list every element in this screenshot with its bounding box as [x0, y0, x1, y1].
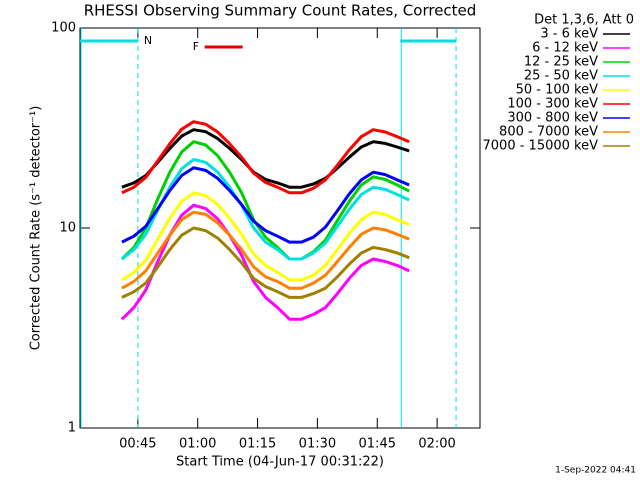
series-line: [121, 120, 410, 195]
y-tick-label: 1: [68, 421, 76, 436]
legend-label: 7000 - 15000 keV: [483, 139, 599, 154]
legend-label: 12 - 25 keV: [524, 55, 598, 70]
legend-title: Det 1,3,6, Att 0: [534, 13, 634, 28]
y-axis-label: Corrected Count Rate (s⁻¹ detector⁻¹): [29, 106, 44, 351]
series-line: [121, 210, 410, 290]
x-tick-label: 01:00: [179, 437, 216, 452]
series-line: [121, 128, 410, 189]
footer: 1-Sep-2022 04:41: [555, 466, 636, 476]
chart-title: RHESSI Observing Summary Count Rates, Co…: [84, 2, 477, 20]
legend-label: 3 - 6 keV: [540, 27, 598, 42]
y-tick-label: 10: [59, 221, 76, 236]
x-tick-label: 02:00: [418, 437, 455, 452]
y-tick-label: 100: [51, 21, 76, 36]
flare-label: F: [193, 40, 199, 53]
x-tick-label: 00:45: [119, 437, 156, 452]
series-line: [120, 203, 410, 321]
x-tick-label: 01:45: [359, 437, 396, 452]
legend-label: 100 - 300 keV: [507, 97, 598, 112]
series-line: [121, 191, 410, 282]
legend-label: 6 - 12 keV: [532, 41, 598, 56]
series-line: [120, 158, 410, 261]
series-line: [121, 226, 410, 299]
legend-label: 300 - 800 keV: [507, 111, 598, 126]
legend-label: 25 - 50 keV: [524, 69, 598, 84]
x-tick-label: 01:15: [239, 437, 276, 452]
series-line: [121, 166, 410, 244]
series-line: [120, 140, 410, 261]
x-axis-label: Start Time (04-Jun-17 00:31:22): [176, 455, 384, 470]
plot-frame: [79, 27, 481, 429]
legend-label: 50 - 100 keV: [516, 83, 599, 98]
legend-label: 800 - 7000 keV: [499, 125, 598, 140]
x-tick-label: 01:30: [299, 437, 336, 452]
night-label: N: [144, 34, 152, 47]
